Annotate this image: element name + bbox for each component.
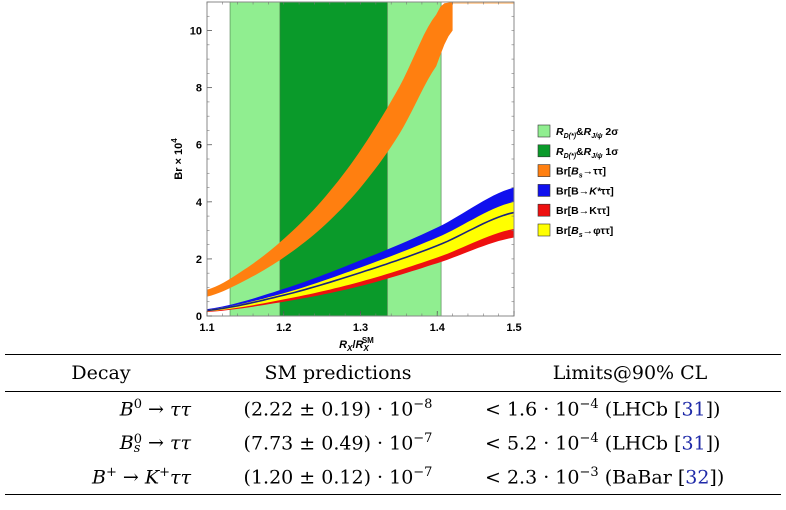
sm-prediction-cell: (7.73 ± 0.49) · 10−7 (243, 431, 433, 455)
legend-entry: Br[Bs→φττ] (556, 225, 613, 239)
citation-link[interactable]: 32 (685, 466, 710, 489)
legend-swatch (537, 203, 551, 217)
legend-swatch (537, 144, 551, 158)
y-tick-label: 8 (196, 83, 202, 95)
x-axis-label: RX/RXSM (339, 336, 374, 352)
header-decay: Decay (71, 362, 131, 384)
table-row: B0 → ττ (2.22 ± 0.19) · 10−8 < 1.6 · 10−… (5, 392, 781, 427)
header-limits: Limits@90% CL (552, 362, 708, 384)
legend: RD(*)&RJ/ψ 2σ RD(*)&RJ/ψ 1σ Br[Bs→ττ] Br[B→… (537, 124, 618, 239)
x-tick-label: 1.4 (430, 322, 446, 334)
legend-swatch (537, 223, 551, 237)
citation-link[interactable]: 31 (681, 398, 706, 421)
sm-prediction-cell: (2.22 ± 0.19) · 10−8 (243, 397, 433, 421)
x-tick-label: 1.1 (199, 322, 214, 334)
table-header-row: Decay SM predictions Limits@90% CL (5, 354, 781, 392)
legend-swatch (537, 184, 551, 197)
legend-swatch (537, 164, 551, 177)
decay-table: Decay SM predictions Limits@90% CL B0 → … (5, 354, 781, 495)
limit-cell: < 2.3 · 10−3 (BaBar [32]) (485, 465, 725, 489)
header-sm-predictions: SM predictions (264, 362, 412, 384)
table-row: B+ → K+ττ (1.20 ± 0.12) · 10−7 < 2.3 · 1… (5, 460, 781, 495)
y-tick-label: 6 (196, 140, 202, 152)
y-tick-label: 2 (196, 254, 202, 266)
legend-entry: Br[Bs→ττ] (556, 166, 606, 180)
axes: 1.1 1.2 1.3 1.4 1.5 0 2 4 6 8 10 RX/RXSM Br × 104 (170, 1, 522, 352)
y-tick-label: 4 (196, 197, 203, 209)
decay-cell: B+ → K+ττ (91, 465, 191, 489)
y-tick-label: 10 (190, 26, 202, 38)
branching-ratio-chart: 1.1 1.2 1.3 1.4 1.5 0 2 4 6 8 10 RX/RXSM Br × 104 RD… (170, 1, 618, 352)
x-tick-label: 1.3 (353, 322, 368, 334)
citation-link[interactable]: 31 (681, 432, 706, 455)
plot-contents (207, 2, 514, 316)
legend-swatch (537, 124, 551, 138)
central-line (207, 211, 514, 312)
legend-entry: Br[B→Kττ] (556, 205, 610, 217)
legend-entry: RD(*)&RJ/ψ 2σ (556, 126, 618, 140)
y-tick-label: 0 (196, 311, 202, 323)
legend-entry: Br[B→K*ττ] (556, 185, 614, 197)
series-band-0 (207, 2, 453, 297)
x-tick-label: 1.5 (506, 322, 521, 334)
sm-prediction-cell: (1.20 ± 0.12) · 10−7 (243, 465, 433, 489)
limit-cell: < 1.6 · 10−4 (LHCb [31]) (485, 397, 721, 421)
x-tick-label: 1.2 (276, 322, 291, 334)
y-axis-label: Br × 104 (170, 138, 185, 180)
legend-entry: RD(*)&RJ/ψ 1σ (556, 146, 618, 160)
plot-area (207, 2, 514, 316)
limit-cell: < 5.2 · 10−4 (LHCb [31]) (485, 431, 721, 455)
decay-cell: B0 → ττ (119, 397, 191, 421)
